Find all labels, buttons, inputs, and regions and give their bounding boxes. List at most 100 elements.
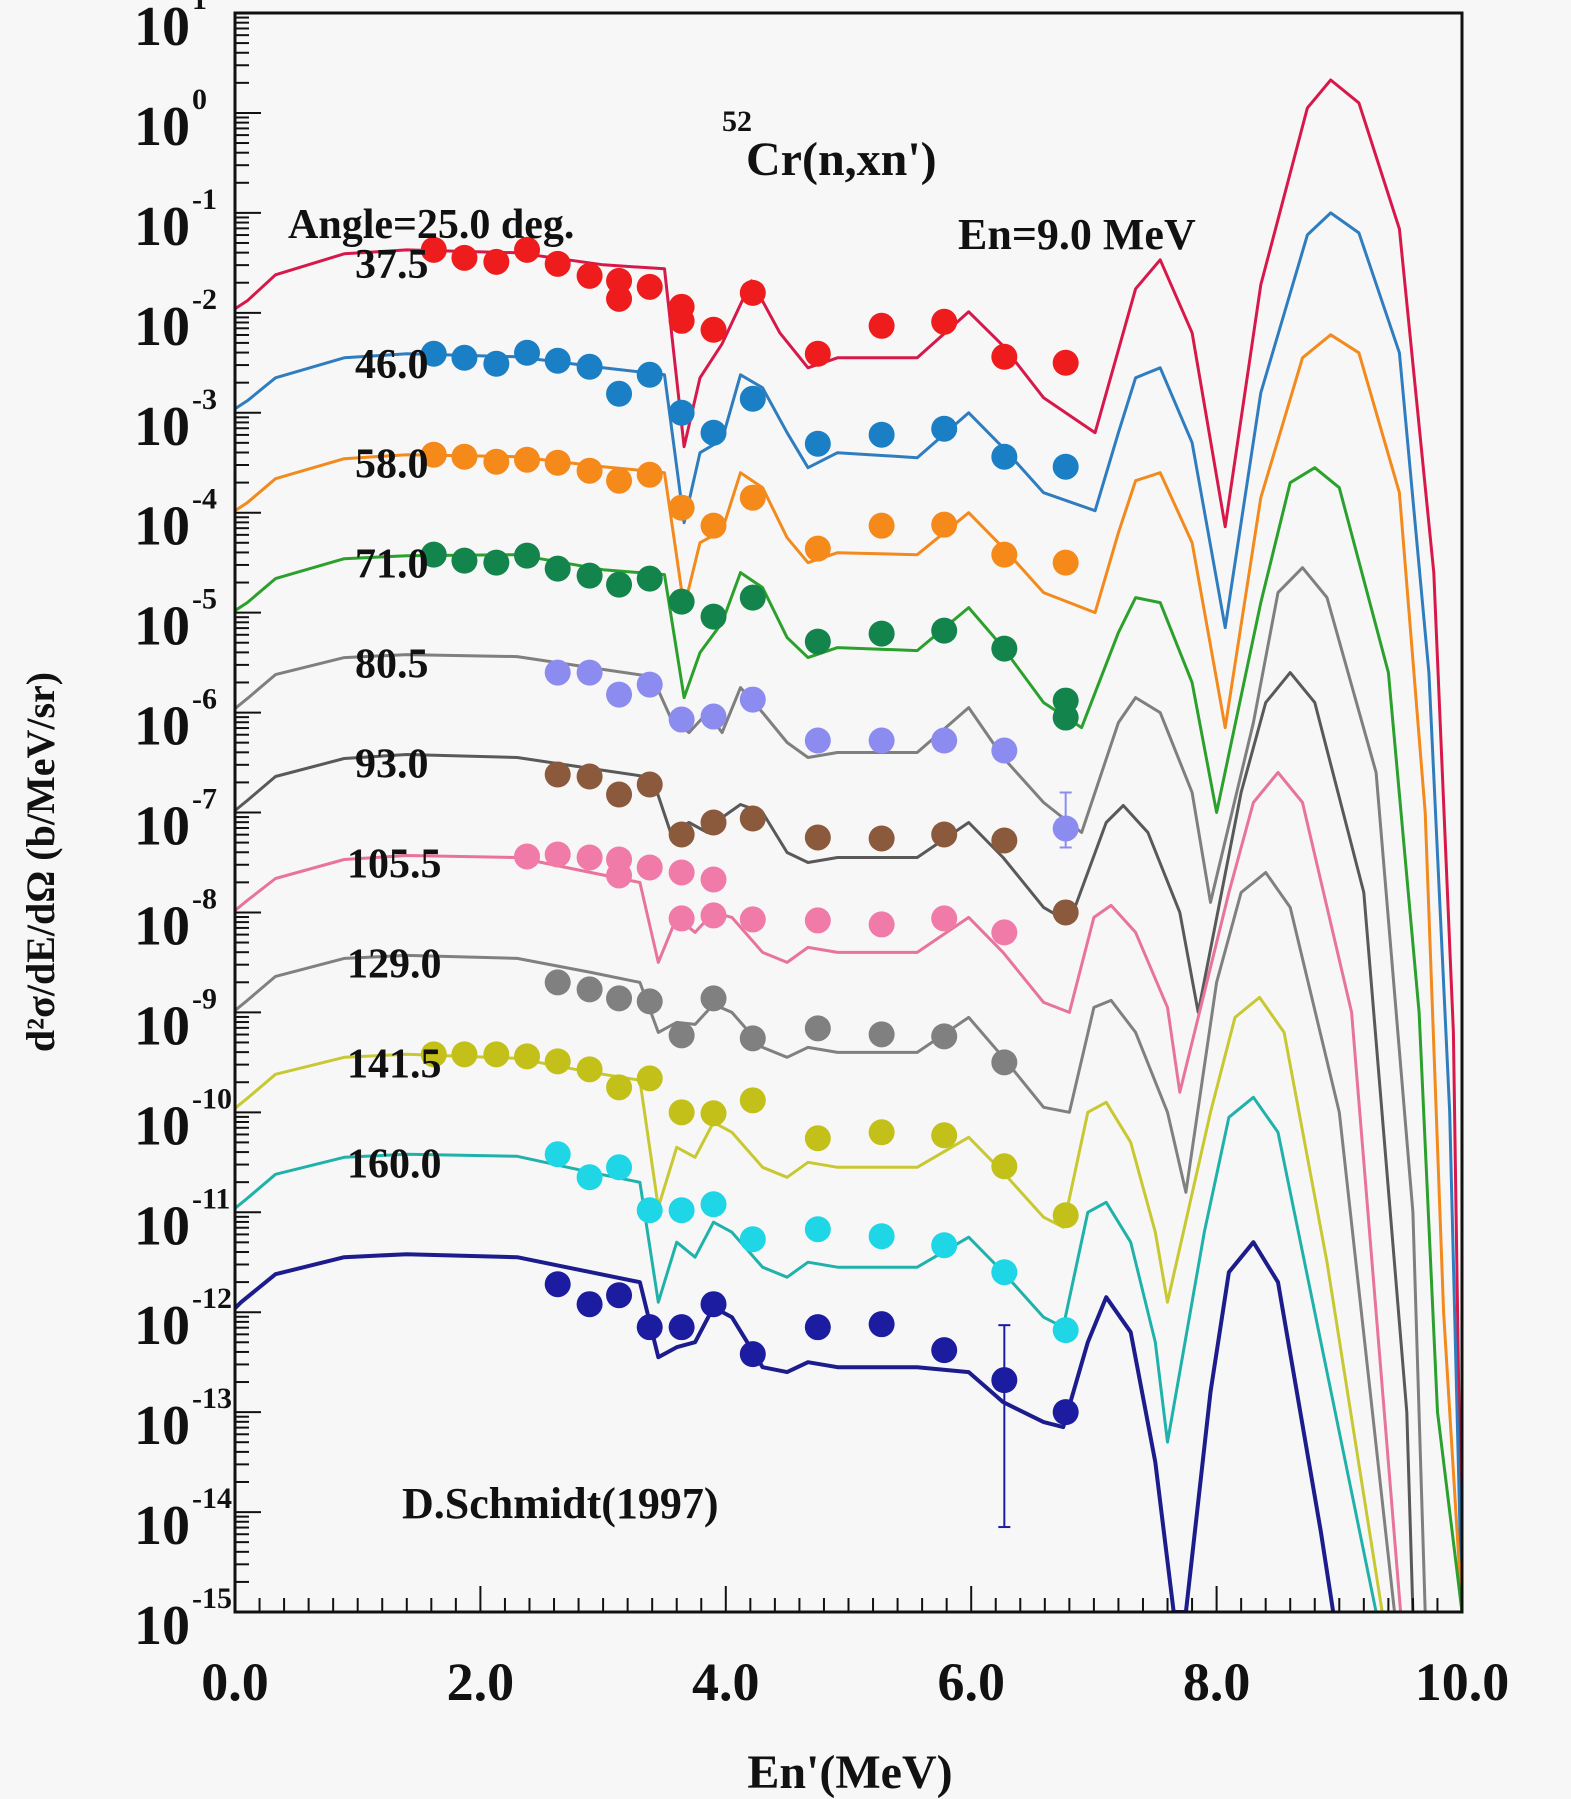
data-point-105.5 [636,988,663,1015]
y-tick-label: 10 [134,1195,190,1257]
data-point-141.5 [1052,1317,1079,1344]
data-point-46.0 [700,512,727,539]
data-point-37.5 [668,399,695,426]
x-tick-label: 10.0 [1415,1652,1510,1712]
data-point-129.0 [636,1065,663,1092]
curve-71.0 [235,566,1427,1612]
data-point-25.0 [606,285,633,312]
data-point-58.0 [931,617,958,644]
data-point-25.0 [544,250,571,277]
y-tick-exponent: -2 [192,283,217,316]
y-tick-label: 10 [134,895,190,957]
data-point-105.5 [668,1022,695,1049]
y-tick-exponent: -3 [192,383,217,416]
data-point-141.5 [700,1191,727,1218]
data-point-25.0 [576,262,603,289]
y-tick-label: 10 [134,196,190,258]
y-tick-label: 10 [134,796,190,858]
curve-105.5 [235,871,1396,1612]
data-point-46.0 [931,511,958,538]
y-tick-label: 10 [134,496,190,558]
data-point-25.0 [514,236,541,263]
data-point-46.0 [991,541,1018,568]
data-point-93.0 [606,862,633,889]
data-point-129.0 [451,1041,478,1068]
angle-label-80.5: 80.5 [355,642,429,688]
data-point-71.0 [868,727,895,754]
data-point-25.0 [804,340,831,367]
reference-label: D.Schmidt(1997) [402,1479,719,1528]
y-tick-exponent: -6 [192,683,217,716]
data-point-37.5 [483,350,510,377]
data-point-71.0 [931,727,958,754]
data-point-25.0 [451,244,478,271]
incident-energy-label: En=9.0 MeV [958,210,1196,259]
data-point-25.0 [606,267,633,294]
curve-129.0 [235,995,1384,1612]
data-point-129.0 [420,1041,447,1068]
y-axis-label: d²σ/dE/dΩ (b/MeV/sr) [18,672,63,1052]
angle-label-25.0: Angle=25.0 deg. [288,202,574,248]
x-tick-label: 0.0 [201,1652,269,1712]
data-point-25.0 [868,312,895,339]
data-point-46.0 [483,448,510,475]
experimental-points [420,236,1079,1529]
y-tick-label: 10 [134,396,190,458]
data-point-141.5 [576,1164,603,1191]
data-point-71.0 [991,737,1018,764]
data-point-80.5 [931,821,958,848]
data-point-105.5 [739,1025,766,1052]
data-point-93.0 [544,841,571,868]
data-point-71.0 [576,659,603,686]
data-point-129.0 [668,1099,695,1126]
data-point-160.0 [739,1341,766,1368]
data-point-141.5 [636,1197,663,1224]
angle-label-105.5: 105.5 [347,841,442,887]
data-point-46.0 [1052,549,1079,576]
data-point-71.0 [544,659,571,686]
data-point-25.0 [739,279,766,306]
data-point-105.5 [576,976,603,1003]
data-point-105.5 [868,1021,895,1048]
angle-label-58.0: 58.0 [355,442,429,488]
y-tick-label: 10 [134,1595,190,1657]
y-tick-exponent: -9 [192,982,217,1015]
data-point-80.5 [804,824,831,851]
data-point-25.0 [483,248,510,275]
data-point-80.5 [739,805,766,832]
data-point-58.0 [483,549,510,576]
data-point-37.5 [514,339,541,366]
data-point-160.0 [868,1311,895,1338]
data-point-71.0 [1052,815,1079,842]
curve-37.5 [235,211,1462,1612]
data-point-58.0 [1052,704,1079,731]
data-point-71.0 [606,681,633,708]
text-labels: 52 Cr(n,xn') En=9.0 MeV D.Schmidt(1997) … [18,105,1196,1799]
data-point-93.0 [804,907,831,934]
curve-93.0 [235,771,1403,1612]
y-tick-exponent: -11 [192,1182,230,1215]
data-point-129.0 [991,1153,1018,1180]
data-point-129.0 [544,1048,571,1075]
curve-58.0 [235,466,1462,1612]
data-point-129.0 [931,1122,958,1149]
data-point-58.0 [991,635,1018,662]
y-tick-exponent: -8 [192,882,217,915]
data-point-141.5 [606,1154,633,1181]
data-point-46.0 [451,443,478,470]
y-tick-exponent: -15 [192,1582,232,1615]
data-point-141.5 [668,1197,695,1224]
angle-label-141.5: 141.5 [347,1041,442,1087]
data-point-129.0 [804,1125,831,1152]
y-tick-exponent: -5 [192,583,217,616]
data-point-37.5 [991,443,1018,470]
data-point-25.0 [420,236,447,263]
y-tick-exponent: 1 [192,0,207,16]
data-point-25.0 [991,343,1018,370]
x-tick-label: 6.0 [937,1652,1005,1712]
y-tick-label: 10 [134,1295,190,1357]
angle-label-160.0: 160.0 [347,1141,442,1187]
data-point-80.5 [868,825,895,852]
y-tick-label: 10 [134,696,190,758]
